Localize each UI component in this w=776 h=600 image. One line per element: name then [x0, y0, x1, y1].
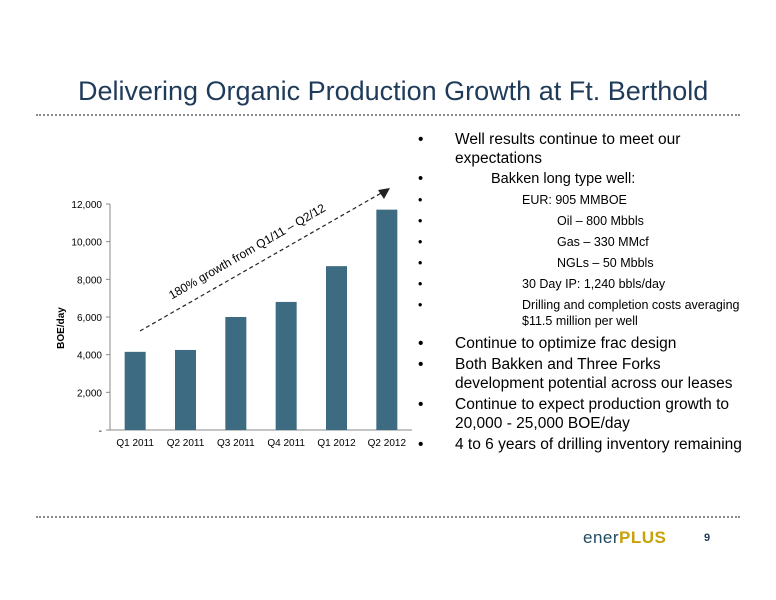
bar-q2-2011 [175, 349, 196, 430]
top-divider [36, 114, 740, 116]
y-tick-label: 2,000 [77, 388, 102, 399]
x-tick-label: Q4 2011 [267, 438, 305, 449]
bullet-marker: • [418, 256, 423, 270]
bullet-item: • Well results continue to meet our expec… [418, 130, 748, 168]
bullet-item: • Oil – 800 Mbbls [418, 213, 748, 229]
bullet-marker: • [418, 131, 424, 148]
y-tick-label: 10,000 [71, 238, 102, 249]
bullet-text: Oil – 800 Mbbls [557, 214, 644, 228]
production-bar-chart: - 2,000 4,000 6,000 8,000 10,000 12,000 Q1 2011… [56, 188, 412, 449]
y-tick-label: 8,000 [77, 275, 102, 286]
y-tick-label: 4,000 [77, 351, 102, 362]
bullet-marker: • [418, 193, 423, 207]
bullet-text: Bakken long type well: [491, 171, 636, 187]
bullet-text: NGLs – 50 Mbbls [557, 256, 654, 270]
bullet-item: • Gas – 330 MMcf [418, 234, 748, 250]
bullet-item: • Bakken long type well: [418, 170, 748, 189]
logo-part-plus: PLUS [619, 528, 667, 547]
bullet-item: • 30 Day IP: 1,240 bbls/day [418, 276, 748, 292]
growth-annotation: 180% growth from Q1/11 – Q2/12 [166, 201, 328, 303]
y-tick-label: - [99, 426, 102, 437]
bar-q4-2011 [275, 301, 297, 430]
bullet-item: • 4 to 6 years of drilling inventory rema… [418, 435, 748, 454]
bar-q2-2012 [376, 209, 398, 430]
bullet-text: EUR: 905 MMBOE [522, 193, 627, 207]
growth-arrow-head [378, 188, 390, 199]
bullet-marker: • [418, 298, 423, 312]
bullet-text: Continue to expect production growth to … [455, 396, 730, 432]
bullet-marker: • [418, 335, 424, 352]
bullet-text: Well results continue to meet our expect… [455, 131, 681, 167]
slide-title: Delivering Organic Production Growth at … [78, 76, 709, 106]
page-number: 9 [704, 532, 711, 544]
bullet-marker: • [418, 171, 424, 187]
bullet-marker: • [418, 214, 423, 228]
y-tick-label: 12,000 [71, 200, 102, 211]
bar-q3-2011 [225, 317, 247, 430]
bullet-item: • Continue to optimize frac design [418, 334, 748, 353]
x-tick-label: Q1 2012 [317, 438, 356, 449]
bullet-text: Gas – 330 MMcf [557, 235, 649, 249]
bullet-marker: • [418, 235, 423, 249]
bullet-text: Both Bakken and Three Forks development … [455, 356, 733, 392]
y-tick-label: 6,000 [77, 313, 102, 324]
bullet-item: • Drilling and completion costs averaging… [418, 297, 748, 329]
y-axis-label: BOE/day [56, 307, 67, 349]
bullet-marker: • [418, 277, 423, 291]
x-tick-label: Q2 2012 [368, 438, 407, 449]
x-tick-label: Q3 2011 [217, 438, 255, 449]
bullet-text: 30 Day IP: 1,240 bbls/day [522, 277, 666, 291]
bullet-item: • Continue to expect production growth to… [418, 395, 748, 433]
logo-part-ener: ener [583, 528, 620, 547]
bullet-list: • Well results continue to meet our expec… [418, 130, 748, 456]
bullet-marker: • [418, 396, 424, 413]
bar-q1-2011 [124, 351, 146, 430]
x-tick-label: Q1 2011 [116, 438, 154, 449]
bar-q1-2012 [326, 266, 347, 430]
x-tick-label: Q2 2011 [167, 438, 205, 449]
bottom-divider [36, 516, 740, 518]
bullet-item: • NGLs – 50 Mbbls [418, 255, 748, 271]
bullet-text: Continue to optimize frac design [455, 335, 677, 352]
bullet-marker: • [418, 356, 424, 373]
growth-arrow-line [139, 191, 384, 332]
enerplus-logo: enerPLUS [583, 528, 685, 548]
bullet-item: • EUR: 905 MMBOE [418, 192, 748, 208]
bullet-text: Drilling and completion costs averaging … [522, 298, 740, 328]
bullet-item: • Both Bakken and Three Forks development… [418, 355, 748, 393]
bullet-text: 4 to 6 years of drilling inventory remai… [455, 436, 742, 453]
bullet-marker: • [418, 436, 424, 453]
